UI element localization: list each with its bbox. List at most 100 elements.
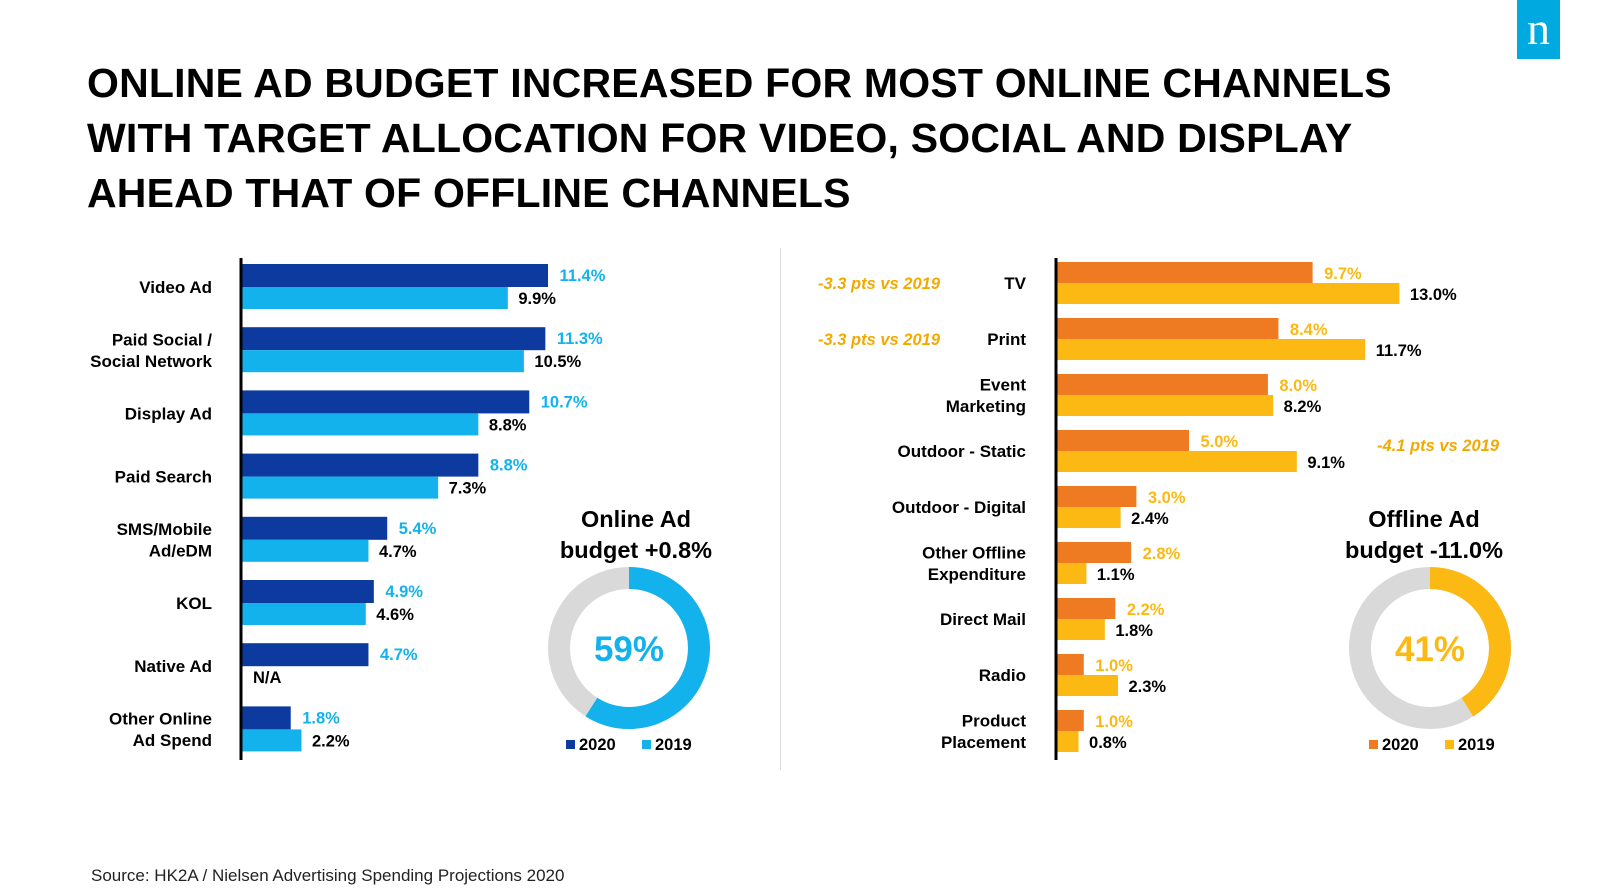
offline-donut-label: 41%: [1395, 630, 1465, 669]
offline-category-label-line: Expenditure: [928, 565, 1026, 584]
online-category-label-line: Video Ad: [139, 278, 212, 297]
online-category-label-line: Ad Spend: [133, 731, 212, 750]
offline-category-label-line: Product: [962, 711, 1027, 730]
offline-bar-2020: [1057, 654, 1084, 675]
online-data-label-2019: 8.8%: [489, 416, 527, 434]
page-title: ONLINE AD BUDGET INCREASED FOR MOST ONLI…: [87, 60, 1392, 216]
offline-bar-2019: [1057, 451, 1297, 472]
offline-bar-2019: [1057, 507, 1121, 528]
online-donut-label: 59%: [594, 630, 664, 669]
offline-legend-swatch-2019: [1445, 740, 1454, 749]
offline-data-label-2019: 8.2%: [1284, 398, 1322, 416]
offline-category-label: Product Placement: [941, 711, 1026, 752]
online-bar-2020: [242, 327, 546, 351]
offline-category-label-line: Direct Mail: [940, 610, 1026, 629]
online-legend-label-2020: 2020: [579, 736, 616, 754]
online-category-label-line: KOL: [176, 594, 212, 613]
offline-bar-2019: [1057, 283, 1400, 304]
offline-category-label: Outdoor - Static: [898, 442, 1026, 461]
offline-category-label-line: Outdoor - Digital: [892, 498, 1026, 517]
online-legend-swatch-2019: [642, 740, 651, 749]
online-summary-line2: budget +0.8%: [560, 537, 712, 563]
offline-bar-2020: [1057, 374, 1268, 395]
offline-category-label: Outdoor - Digital: [892, 498, 1026, 517]
online-data-label-2020: 1.8%: [302, 709, 340, 727]
offline-note: -3.3 pts vs 2019: [818, 275, 941, 293]
offline-data-label-2020: 8.0%: [1279, 377, 1317, 395]
online-category-label: Paid Search: [115, 468, 212, 487]
offline-category-label-line: Event: [980, 375, 1027, 394]
online-bar-2019: [242, 350, 524, 373]
online-data-label-2019: N/A: [253, 669, 282, 687]
offline-data-label-2019: 2.3%: [1128, 678, 1166, 696]
offline-legend-swatch-2020: [1369, 740, 1378, 749]
online-data-label-2019: 4.7%: [379, 543, 417, 561]
online-data-label-2020: 5.4%: [399, 520, 437, 538]
offline-data-label-2019: 0.8%: [1089, 734, 1127, 752]
source-note: Source: HK2A / Nielsen Advertising Spend…: [91, 866, 565, 885]
online-data-label-2020: 11.4%: [560, 267, 606, 285]
online-data-label-2020: 4.9%: [385, 583, 423, 601]
offline-category-label-line: Placement: [941, 733, 1026, 752]
panel-divider: [780, 248, 781, 770]
offline-bar-2020: [1057, 542, 1132, 563]
offline-bar-2020: [1057, 710, 1084, 731]
online-legend-label-2019: 2019: [655, 736, 692, 754]
online-data-label-2019: 7.3%: [449, 480, 487, 498]
online-category-label-line: Ad/eDM: [149, 542, 212, 561]
online-category-label: Other Online Ad Spend: [109, 710, 212, 751]
online-category-label: Display Ad: [125, 404, 212, 423]
online-category-label-line: Other Online: [109, 710, 212, 729]
offline-category-label: Event Marketing: [946, 375, 1027, 416]
offline-category-label: Direct Mail: [940, 610, 1026, 629]
offline-data-label-2020: 2.8%: [1143, 545, 1181, 563]
online-category-label-line: Display Ad: [125, 404, 212, 423]
online-bar-2020: [242, 580, 374, 603]
offline-bar-2020: [1057, 262, 1313, 283]
online-data-label-2020: 4.7%: [380, 646, 418, 664]
offline-bar-2019: [1057, 675, 1118, 696]
offline-data-label-2019: 13.0%: [1410, 286, 1457, 304]
online-bar-2020: [242, 453, 479, 477]
offline-summary-line1: Offline Ad: [1368, 506, 1479, 532]
offline-data-label-2020: 5.0%: [1201, 433, 1239, 451]
online-bar-2020: [242, 643, 369, 667]
online-bar-2019: [242, 413, 479, 436]
online-data-label-2020: 8.8%: [490, 457, 528, 475]
offline-legend-label-2020: 2020: [1382, 736, 1419, 754]
online-bar-2019: [242, 603, 366, 625]
offline-bar-2019: [1057, 731, 1079, 752]
online-bar-2020: [242, 264, 549, 287]
online-category-label-line: Native Ad: [134, 657, 212, 676]
offline-bar-2020: [1057, 598, 1116, 619]
offline-category-label-line: Print: [987, 330, 1026, 349]
offline-data-label-2019: 2.4%: [1131, 510, 1169, 528]
online-bar-2020: [242, 706, 291, 730]
online-bar-2019: [242, 539, 369, 562]
online-category-label: SMS/Mobile Ad/eDM: [117, 520, 212, 561]
online-data-label-2019: 9.9%: [518, 290, 556, 308]
offline-data-label-2019: 1.1%: [1097, 566, 1135, 584]
offline-bar-2019: [1057, 563, 1087, 584]
offline-bar-2019: [1057, 619, 1105, 640]
online-bar-2019: [242, 476, 439, 499]
online-category-label-line: Social Network: [90, 352, 212, 371]
offline-data-label-2019: 1.8%: [1115, 622, 1153, 640]
offline-data-label-2019: 9.1%: [1307, 454, 1345, 472]
offline-data-label-2020: 8.4%: [1290, 321, 1328, 339]
offline-donut-segment: [1349, 567, 1511, 729]
offline-data-label-2020: 9.7%: [1324, 265, 1362, 283]
online-category-label-line: Paid Search: [115, 468, 212, 487]
offline-category-label: Other Offline Expenditure: [922, 543, 1026, 584]
offline-data-label-2020: 2.2%: [1127, 601, 1165, 619]
offline-note: -4.1 pts vs 2019: [1377, 437, 1500, 455]
offline-data-label-2020: 3.0%: [1148, 489, 1186, 507]
online-bar-2020: [242, 516, 388, 540]
offline-note: -3.3 pts vs 2019: [818, 331, 941, 349]
online-data-label-2020: 11.3%: [557, 330, 603, 348]
online-data-label-2019: 4.6%: [376, 606, 414, 624]
online-donut-segment: [548, 567, 710, 729]
online-legend-swatch-2020: [566, 740, 575, 749]
nielsen-logo: n: [1517, 0, 1560, 59]
